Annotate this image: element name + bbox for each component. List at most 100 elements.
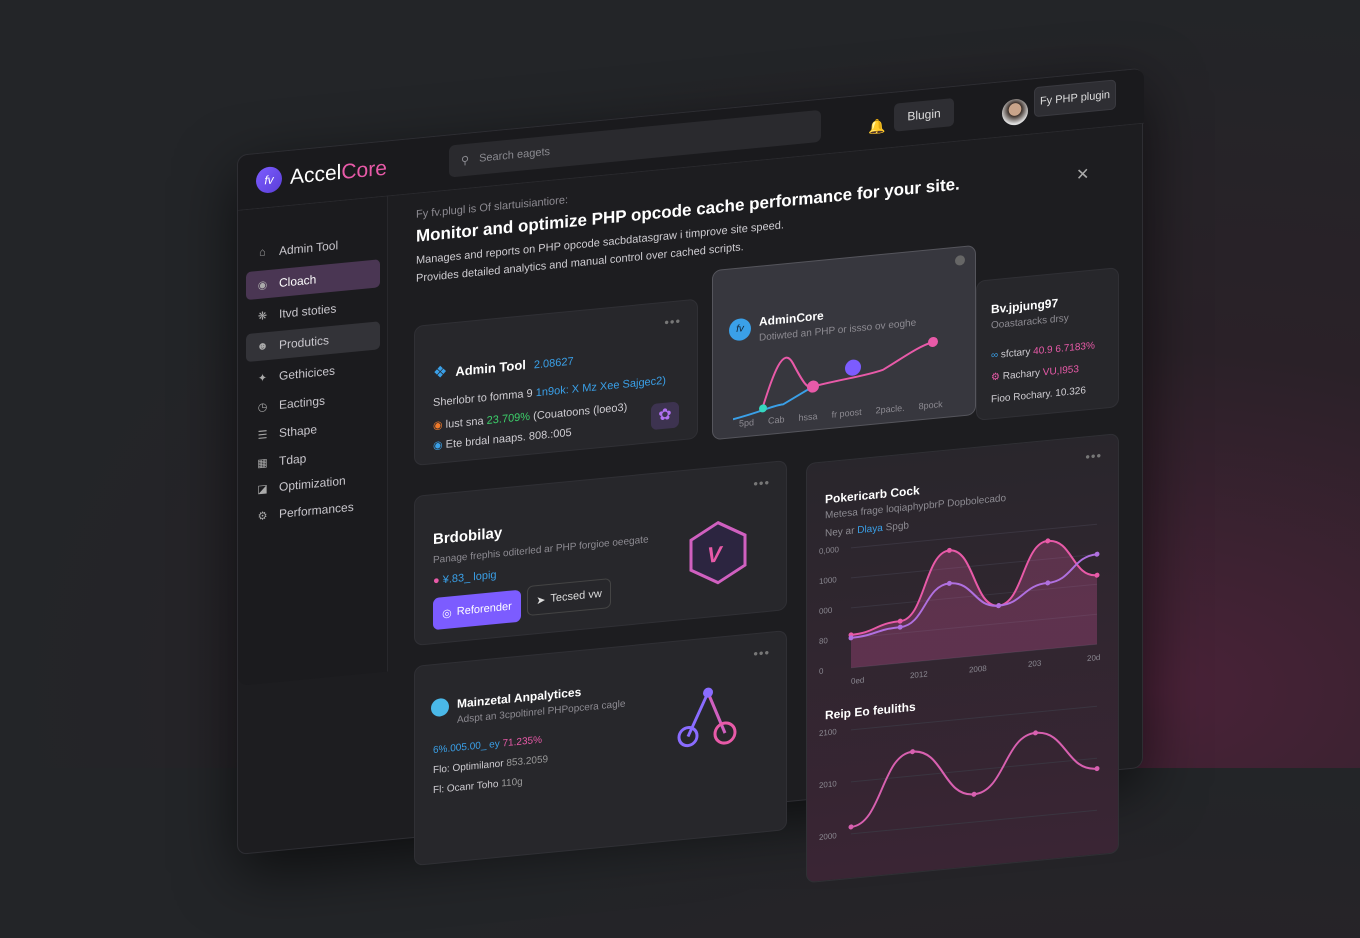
sidebar-label: Sthape [279, 422, 318, 440]
reforender-button[interactable]: ◎ Reforender [433, 589, 521, 631]
network-graph-icon [677, 687, 737, 748]
data-point [848, 824, 854, 830]
gridline [851, 613, 1097, 639]
sidebar-label: Admin Tool [279, 238, 339, 258]
analytics-icon [431, 697, 449, 718]
data-point [1045, 538, 1051, 544]
app-window: fv AccelCore ⚲ Search eagets 🔔 Blugin Fy … [237, 67, 1144, 884]
data-point [946, 547, 952, 553]
side-row: ∞ sfctary 40.9 6.7183% [991, 340, 1095, 362]
sidebar-label: Eactings [279, 393, 326, 412]
data-point [897, 624, 903, 630]
sidebar-label: Gethicices [279, 363, 336, 383]
maint-row: Flo: Optimilanor 853.2059 [433, 754, 549, 777]
x-tick-label: 0ed [851, 676, 864, 686]
clock-icon: ◷ [257, 400, 268, 414]
y-tick-label: 000 [819, 606, 833, 616]
user-menu-button[interactable]: Fy PHP plugin [1034, 79, 1116, 118]
secondary-button[interactable]: ➤ Tecsed vw [527, 577, 611, 617]
user-icon: ☻ [256, 339, 269, 354]
shield-logo-icon: V [689, 520, 747, 585]
card-subtitle: Ooastaracks drsy [991, 312, 1069, 332]
search-input[interactable]: ⚲ Search eagets [449, 109, 821, 178]
card-title: Bv.jpjung97 [991, 295, 1059, 317]
logo-text: AccelCore [290, 156, 387, 189]
gridline [851, 705, 1097, 731]
grid-icon: ▦ [257, 456, 268, 470]
more-icon[interactable]: ••• [1085, 447, 1102, 465]
x-tick-label: 2008 [969, 664, 987, 675]
y-tick-label: 2100 [819, 727, 837, 738]
data-point [1094, 551, 1100, 557]
admincore-line-chart [733, 336, 938, 421]
series-line [850, 731, 1098, 828]
bell-icon[interactable]: 🔔 [868, 117, 886, 136]
plugin-button[interactable]: Blugin [894, 97, 954, 132]
admincore-logo: fv [729, 317, 751, 342]
card-title: Admin Tool [455, 357, 526, 379]
search-icon: ⚲ [461, 154, 470, 167]
gridline [851, 553, 1097, 579]
logo-mark: fv [256, 165, 282, 195]
gear-icon: ⚙ [991, 371, 1000, 384]
brdobilay-card: ••• Brdobilay Panage frephis oditerled a… [414, 460, 787, 646]
data-point [1094, 766, 1100, 772]
gauge-icon: ◪ [257, 482, 268, 496]
more-icon[interactable]: ••• [753, 474, 770, 492]
gridline [851, 757, 1097, 783]
link-icon: ∞ [991, 349, 999, 362]
more-icon[interactable]: ••• [664, 313, 681, 330]
y-tick-label: 1000 [819, 575, 837, 586]
gridline [851, 809, 1097, 835]
data-point [946, 580, 952, 586]
close-icon[interactable]: ✕ [1076, 165, 1090, 185]
gamepad-icon: ◉ [257, 278, 268, 292]
data-point [1045, 580, 1051, 586]
puzzle-icon: ✦ [257, 371, 268, 385]
sidebar: ⌂ Admin Tool ◉ Cloach ❋ Itvd stoties ☻ Produ… [238, 196, 388, 686]
card-title-value: 2.08627 [533, 355, 574, 372]
y-tick-label: 80 [819, 636, 828, 646]
sidebar-label: Itvd stoties [279, 301, 337, 321]
data-point [848, 635, 854, 641]
logo[interactable]: fv AccelCore [256, 156, 387, 195]
x-tick-label: 2012 [910, 669, 928, 680]
home-icon: ⌂ [259, 246, 266, 259]
point [928, 336, 938, 348]
sidebar-label: Optimization [279, 473, 346, 494]
data-point [996, 603, 1002, 609]
card-title: AdminCore [759, 308, 824, 329]
sidebar-label: Produtics [279, 333, 330, 352]
rocket-icon: ➤ [536, 593, 546, 607]
plugin-action-icon[interactable]: ✿ [651, 401, 679, 431]
gridline [851, 523, 1097, 549]
gridline [851, 583, 1097, 609]
x-tick-label: 20d [1087, 653, 1100, 663]
sidebar-label: Cloach [279, 272, 317, 290]
y-tick-label: 0 [819, 666, 824, 675]
data-point [897, 618, 903, 624]
series-area [851, 540, 1097, 668]
second-line-chart: 2000 2010 2100 [819, 705, 1100, 842]
maint-row: Fl: Ocanr Toho 110g [433, 776, 523, 797]
search-placeholder: Search eagets [479, 145, 550, 165]
point [759, 404, 767, 413]
network-icon: ❋ [257, 309, 268, 323]
maint-row: 6%.005.00_ ey 71.235% [433, 734, 542, 757]
blue-series-line [733, 385, 814, 421]
avatar[interactable] [1002, 97, 1028, 127]
y-tick-label: 2000 [819, 831, 837, 842]
admin-row-1: Sherlobr to fomma 9 1n9ok: X Mz Xee Sajg… [433, 374, 666, 410]
sidebar-label: Tdap [279, 451, 307, 468]
y-tick-label: 2010 [819, 779, 837, 790]
status-dot-icon: ◉ [433, 419, 443, 433]
data-point [910, 749, 915, 755]
window-dot-icon [955, 254, 965, 266]
admin-tool-card: ••• ❖ Admin Tool 2.08627 Sherlobr to fomma… [414, 298, 698, 466]
x-tick-label: 203 [1028, 659, 1042, 669]
admincore-floating-card: fv AdminCore Dotiwted an PHP or issso ov… [712, 244, 976, 441]
more-icon[interactable]: ••• [753, 644, 770, 662]
point [807, 380, 819, 393]
side-row: ⚙ Rachary VU,I953 [991, 363, 1079, 384]
sidebar-label: Performances [279, 499, 354, 521]
